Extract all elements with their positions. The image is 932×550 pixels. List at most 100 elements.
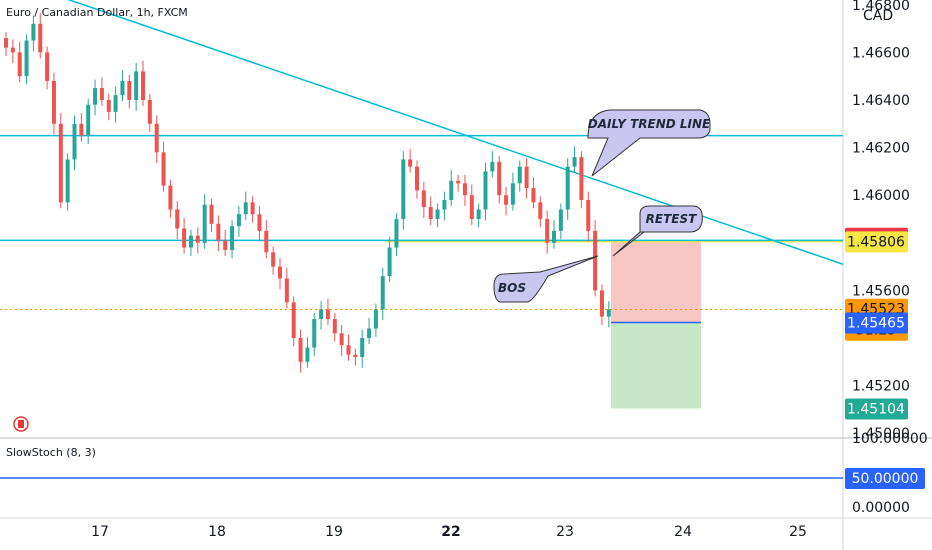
candle-body <box>421 190 426 208</box>
time-label: 23 <box>556 524 574 540</box>
candle-body <box>79 123 84 136</box>
candle-body <box>325 309 330 319</box>
price-tick: 1.46800 <box>852 0 910 14</box>
price-tick: 1.45000 <box>852 426 910 442</box>
candle-body <box>483 171 488 210</box>
candle-body <box>188 235 193 248</box>
daily-trend-line[interactable] <box>0 0 844 265</box>
candle-body <box>497 161 502 196</box>
price-tick: 1.46400 <box>852 93 910 109</box>
price-tick: 1.46000 <box>852 188 910 204</box>
candle-body <box>586 199 591 231</box>
candle-body <box>380 276 385 310</box>
candle-body <box>462 183 467 196</box>
price-badge-label: 1.45104 <box>847 401 905 417</box>
canada-flag-icon <box>13 416 29 432</box>
price-scale[interactable]: 1.46800 1.46600 1.46400 1.46200 1.46000 1.456… <box>852 0 910 442</box>
stoch-tick-0: 0.00000 <box>852 500 910 516</box>
candle-body <box>332 318 337 334</box>
candle-body <box>106 99 111 112</box>
candle-body <box>93 88 98 105</box>
candle-body <box>236 214 241 227</box>
candle-body <box>51 80 56 124</box>
candle-body <box>182 228 187 248</box>
candle-body <box>127 80 132 100</box>
time-label: 25 <box>789 524 807 540</box>
candle-body <box>202 204 207 243</box>
candle-body <box>45 52 50 81</box>
candle-body <box>319 309 324 319</box>
candle-body <box>58 123 63 203</box>
candlestick-series <box>4 13 611 373</box>
candle-body <box>243 202 248 215</box>
candle-body <box>360 338 365 358</box>
symbol-title[interactable]: Euro / Canadian Dollar, 1h, FXCM <box>6 6 188 19</box>
candle-body <box>552 230 556 243</box>
candle-body <box>490 161 495 172</box>
callout-bos-text: BOS <box>498 281 526 295</box>
candle-body <box>504 195 509 205</box>
candle-body <box>524 166 529 189</box>
price-tick: 1.46200 <box>852 141 910 157</box>
candle-body <box>517 166 522 184</box>
price-tick: 1.45600 <box>852 283 910 299</box>
candle-body <box>278 266 282 279</box>
candle-body <box>4 38 8 48</box>
time-axis[interactable]: 17 18 19 22 23 24 25 <box>91 524 807 540</box>
candle-body <box>545 219 550 243</box>
candle-body <box>298 338 303 362</box>
candle-body <box>572 157 577 167</box>
candle-body <box>387 247 392 277</box>
time-label: 17 <box>91 524 109 540</box>
stoch-tick-100: 100.00000 <box>852 431 928 447</box>
indicator-name[interactable]: SlowStoch (8, 3) <box>6 446 96 459</box>
callout-daily-trend-line[interactable]: DAILY TREND LINE <box>587 109 711 177</box>
candle-body <box>442 199 447 210</box>
stop-loss-zone[interactable] <box>611 241 701 323</box>
candle-body <box>10 47 15 53</box>
time-label: 18 <box>208 524 226 540</box>
price-badge-label: 1.45465 <box>847 316 905 332</box>
candle-body <box>271 252 276 267</box>
candle-body <box>175 209 180 229</box>
candle-body <box>579 157 584 200</box>
price-tick: 1.45200 <box>852 379 910 395</box>
candle-body <box>86 104 91 136</box>
price-badge <box>845 398 908 420</box>
candle-body <box>538 202 543 219</box>
callout-bos[interactable]: BOS <box>493 255 599 303</box>
candle-body <box>141 71 145 100</box>
callout-retest[interactable]: RETEST <box>612 205 703 257</box>
candle-body <box>120 80 125 96</box>
candle-body <box>415 166 419 191</box>
candle-body <box>469 195 474 219</box>
candle-body <box>373 309 378 329</box>
callout-daily-trend-line-text: DAILY TREND LINE <box>588 117 711 131</box>
candle-body <box>24 40 29 77</box>
candle-body <box>65 159 70 203</box>
candle-body <box>99 88 104 100</box>
candle-body <box>216 223 221 241</box>
candle-body <box>456 180 461 184</box>
price-badge-label: 1.45806 <box>847 234 905 250</box>
candle-body <box>312 318 317 348</box>
time-label: 19 <box>325 524 343 540</box>
candle-body <box>168 185 173 210</box>
candle-body <box>154 123 159 153</box>
price-badge <box>845 312 908 334</box>
stoch-level-badge-text: 50.00000 <box>852 471 919 487</box>
currency-label[interactable]: CAD <box>863 8 893 24</box>
candle-body <box>394 219 399 248</box>
candle-body <box>223 240 228 250</box>
price-badge <box>845 231 908 253</box>
candle-body <box>209 204 214 224</box>
candle-body <box>428 207 433 219</box>
candle-body <box>134 71 139 100</box>
candle-body <box>291 302 296 339</box>
candle-body <box>257 214 262 231</box>
take-profit-zone[interactable] <box>611 322 701 409</box>
candle-body <box>161 152 166 186</box>
